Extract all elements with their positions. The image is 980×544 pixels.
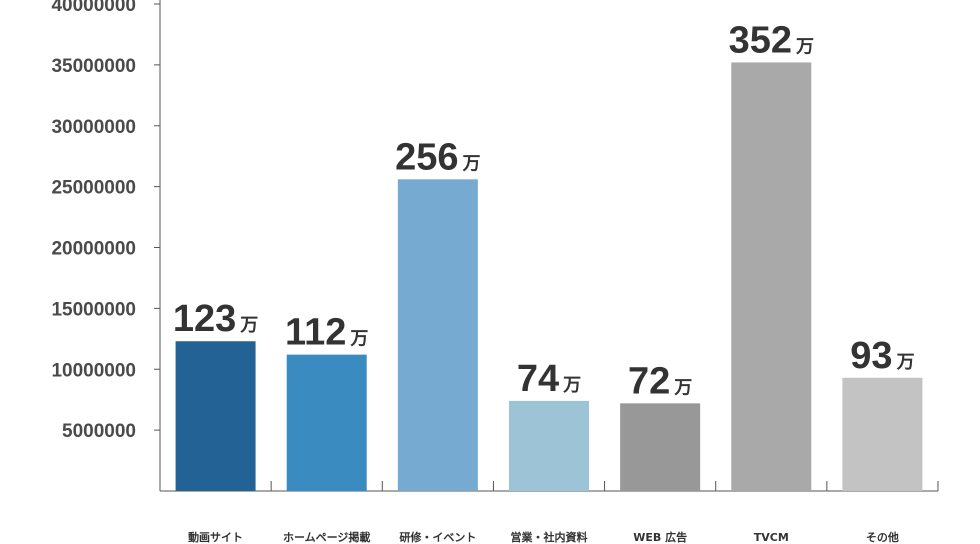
data-label-unit: 万 <box>896 352 915 372</box>
data-label-unit: 万 <box>795 36 814 56</box>
y-tick-label: 40000000 <box>51 0 136 16</box>
data-label: 72 万 <box>628 360 692 402</box>
data-label-value: 352 <box>729 19 792 61</box>
category-label: TVCM <box>754 531 789 544</box>
category-labels: 動画サイト ホームページ掲載 研修・イベント 営業・社内資料 WEB 広告 TVCM その他 <box>188 530 899 544</box>
data-label: 74 万 <box>517 358 581 400</box>
data-label: 123 万 <box>173 298 258 340</box>
bar <box>620 403 701 491</box>
data-label-unit: 万 <box>562 375 581 395</box>
y-tick-label: 25000000 <box>51 178 136 199</box>
y-tick-label: 15000000 <box>51 299 136 320</box>
bar <box>509 400 589 491</box>
bar <box>397 179 478 491</box>
y-tick-label: 5000000 <box>62 421 136 442</box>
y-tick-label: 10000000 <box>51 360 136 381</box>
data-label-value: 72 <box>628 360 670 402</box>
bars <box>175 62 923 491</box>
data-label-value: 256 <box>395 136 458 178</box>
category-label: その他 <box>866 530 899 544</box>
y-tick-label: 35000000 <box>51 56 136 77</box>
data-label-value: 112 <box>285 312 346 354</box>
data-label-unit: 万 <box>673 377 692 397</box>
category-label: ホームページ掲載 <box>283 530 370 544</box>
data-label: 93 万 <box>850 335 914 377</box>
bar <box>731 62 812 491</box>
category-label: 動画サイト <box>188 530 243 544</box>
y-axis: 5000000 10000000 15000000 20000000 25000000 3… <box>51 0 161 491</box>
data-label: 256 万 <box>395 136 480 178</box>
bar <box>842 377 923 491</box>
bar <box>175 341 256 491</box>
data-label-unit: 万 <box>349 329 368 349</box>
category-label: 研修・イベント <box>399 530 476 544</box>
data-label-value: 74 <box>517 358 559 400</box>
bar <box>286 354 367 491</box>
y-tick-label: 20000000 <box>51 239 136 260</box>
data-label-value: 93 <box>850 335 892 377</box>
data-label-value: 123 <box>173 298 236 340</box>
data-label: 352 万 <box>729 19 814 61</box>
data-label: 112 万 <box>285 312 368 354</box>
category-label: 営業・社内資料 <box>511 530 588 544</box>
data-label-unit: 万 <box>462 153 481 173</box>
data-label-unit: 万 <box>239 315 258 335</box>
y-tick-label: 30000000 <box>51 117 136 138</box>
category-label: WEB 広告 <box>633 530 687 544</box>
